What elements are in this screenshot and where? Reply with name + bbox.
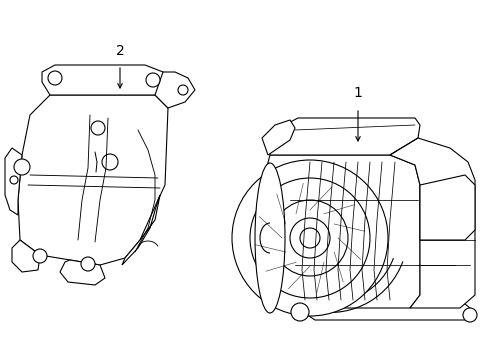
Polygon shape xyxy=(262,120,294,155)
Polygon shape xyxy=(5,148,22,215)
Text: 2: 2 xyxy=(115,44,124,58)
Circle shape xyxy=(48,71,62,85)
Circle shape xyxy=(271,200,347,276)
Circle shape xyxy=(91,121,105,135)
Circle shape xyxy=(102,154,118,170)
Text: 1: 1 xyxy=(353,86,362,100)
Circle shape xyxy=(81,257,95,271)
Polygon shape xyxy=(155,72,195,108)
Polygon shape xyxy=(389,138,474,308)
Circle shape xyxy=(231,160,387,316)
Circle shape xyxy=(290,303,308,321)
Circle shape xyxy=(10,176,18,184)
Polygon shape xyxy=(299,300,474,320)
Circle shape xyxy=(178,85,187,95)
Circle shape xyxy=(289,218,329,258)
Polygon shape xyxy=(42,65,164,95)
Circle shape xyxy=(249,178,369,298)
Polygon shape xyxy=(12,240,40,272)
Circle shape xyxy=(146,73,160,87)
Polygon shape xyxy=(18,95,168,265)
Polygon shape xyxy=(262,155,419,308)
Circle shape xyxy=(14,159,30,175)
Circle shape xyxy=(462,308,476,322)
Polygon shape xyxy=(60,260,105,285)
Polygon shape xyxy=(122,195,160,265)
Circle shape xyxy=(299,228,319,248)
Circle shape xyxy=(33,249,47,263)
Ellipse shape xyxy=(254,163,285,313)
Polygon shape xyxy=(419,175,474,240)
Polygon shape xyxy=(267,118,419,155)
